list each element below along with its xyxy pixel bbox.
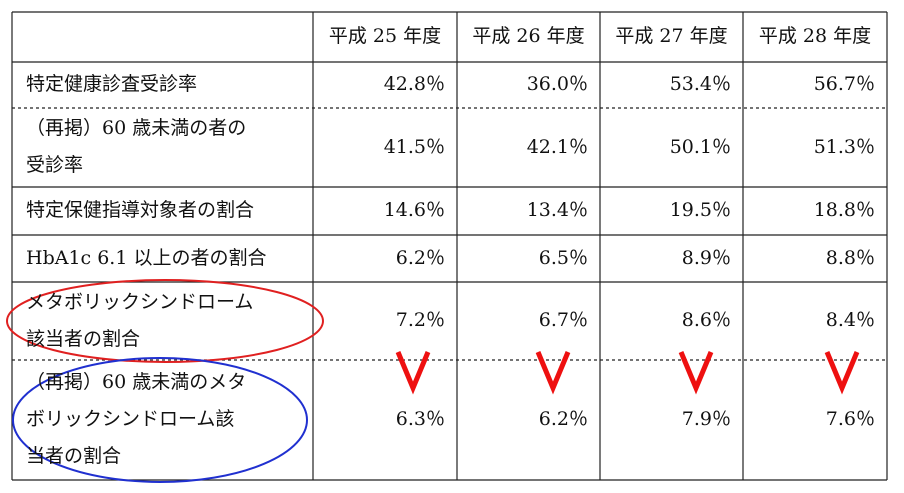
cell-value: 7.6％ (825, 408, 875, 430)
column-header: 平成 26 年度 (472, 25, 585, 47)
row-label: （再掲）60 歳未満のメタ (26, 371, 247, 393)
cell-value: 6.7％ (538, 309, 588, 331)
column-header: 平成 27 年度 (615, 25, 728, 47)
row-label: 受診率 (26, 154, 84, 176)
row-label: ボリックシンドローム該 (26, 408, 235, 430)
cell-value: 6.3％ (395, 408, 445, 430)
column-header: 平成 25 年度 (328, 25, 442, 47)
blue-ellipse (12, 357, 308, 483)
v-mark (678, 351, 714, 395)
v-mark (535, 351, 571, 395)
cell-value: 51.3％ (813, 135, 875, 158)
row-label: 当者の割合 (26, 445, 122, 467)
cell-value: 41.5％ (383, 135, 445, 158)
cell-value: 8.9％ (681, 246, 731, 269)
cell-value: 18.8％ (813, 199, 875, 221)
row-label: 特定保健指導対象者の割合 (26, 199, 255, 221)
cell-value: 14.6％ (383, 199, 445, 221)
cell-value: 8.6％ (681, 309, 731, 331)
cell-value: 19.5％ (669, 199, 731, 221)
cell-value: 6.5％ (538, 246, 588, 269)
red-ellipse (6, 279, 324, 363)
cell-value: 7.9％ (681, 408, 731, 430)
cell-value: 6.2％ (395, 246, 445, 269)
v-mark (395, 351, 431, 395)
cell-value: 42.8％ (383, 73, 445, 95)
row-label: 該当者の割合 (26, 327, 141, 350)
row-label: HbA1c 6.1 以上の者の割合 (26, 246, 267, 269)
cell-value: 13.4％ (526, 199, 588, 221)
row-label: （再掲）60 歳未満の者の (26, 117, 247, 139)
cell-value: 42.1％ (526, 135, 588, 158)
row-label: メタボリックシンドローム (26, 290, 254, 313)
row-label: 特定健康診査受診率 (26, 73, 198, 95)
cell-value: 8.8％ (825, 246, 875, 269)
cell-value: 53.4％ (669, 73, 731, 95)
cell-value: 36.0％ (526, 73, 588, 95)
cell-value: 56.7％ (813, 73, 875, 95)
cell-value: 8.4％ (825, 309, 875, 331)
cell-value: 7.2％ (395, 309, 445, 331)
cell-value: 50.1％ (669, 135, 731, 158)
column-header: 平成 28 年度 (758, 25, 872, 47)
v-mark (824, 351, 860, 395)
cell-value: 6.2％ (538, 408, 588, 430)
